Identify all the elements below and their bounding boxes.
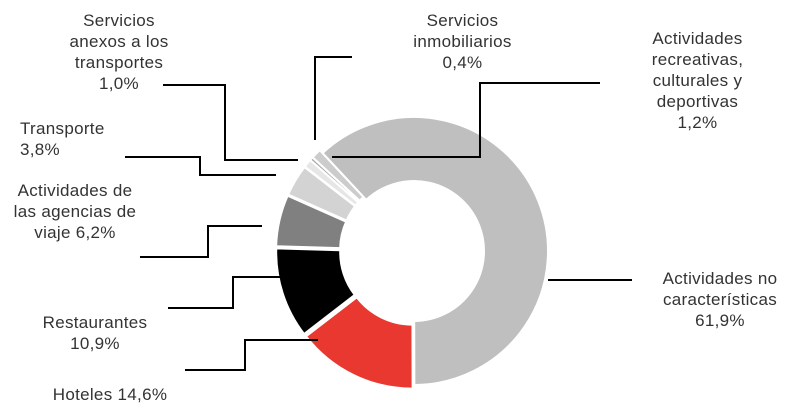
leader-line <box>168 276 290 309</box>
slice-label: Servicios inmobiliarios 0,4% <box>375 10 550 73</box>
slice-label: Restaurantes 10,9% <box>10 312 180 354</box>
slice-label: Actividades de las agencias de viaje 6,2… <box>5 180 145 243</box>
value-label: 10,9% <box>70 334 120 353</box>
slice-label: Servicios anexos a los transportes 1,0% <box>60 10 178 94</box>
value-label: 14,6% <box>117 385 168 404</box>
value-label: 61,9% <box>695 311 745 330</box>
value-label: 1,0% <box>99 74 139 93</box>
donut-slice <box>275 247 357 336</box>
donut-slice <box>321 116 549 387</box>
leader-line <box>163 84 298 161</box>
leader-line <box>185 339 318 371</box>
slice-label: Hoteles 14,6% <box>20 384 200 405</box>
category-name: Actividades recreativas, culturales y de… <box>651 29 744 111</box>
slice-label: Actividades recreativas, culturales y de… <box>615 28 780 133</box>
leader-line <box>332 82 600 158</box>
value-label: 3,8% <box>20 140 60 159</box>
slice-label: Actividades no características 61,9% <box>640 268 797 331</box>
donut-slice <box>286 165 357 222</box>
donut-slice <box>275 194 348 250</box>
value-label: 1,2% <box>677 113 718 132</box>
category-name: Restaurantes <box>42 313 148 332</box>
value-label: 0,4% <box>442 53 483 72</box>
leader-line <box>140 225 262 258</box>
category-name: Servicios anexos a los transportes <box>69 11 169 72</box>
leader-line <box>125 156 276 176</box>
category-name: Hoteles <box>52 385 113 404</box>
category-name: Actividades no características <box>662 269 778 309</box>
category-name: Servicios inmobiliarios <box>413 11 512 51</box>
slice-label: Transporte 3,8% <box>20 118 150 160</box>
leader-lines <box>125 56 632 371</box>
leader-line <box>314 56 352 140</box>
category-name: Transporte <box>20 119 105 138</box>
donut-slice <box>304 295 414 390</box>
value-label: 6,2% <box>75 223 116 242</box>
category-name: Actividades de las agencias de viaje <box>13 181 137 242</box>
